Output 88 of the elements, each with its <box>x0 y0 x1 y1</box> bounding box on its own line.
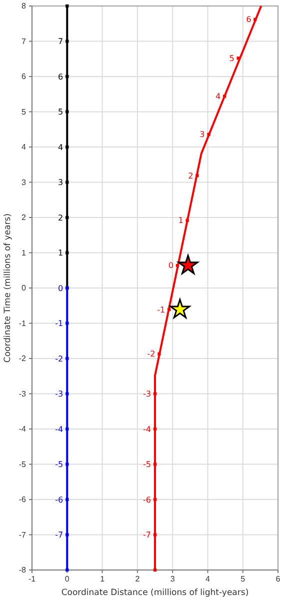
annotation: 2 <box>188 171 194 180</box>
point <box>66 427 69 431</box>
annotation: 5 <box>229 54 234 63</box>
y-tick-label: 3 <box>22 178 27 187</box>
annotation: 3 <box>58 178 64 188</box>
annotation: 6 <box>58 72 64 82</box>
y-tick-label: 4 <box>22 142 27 152</box>
point <box>167 308 171 312</box>
annotation: -6 <box>55 495 64 504</box>
point <box>153 568 157 572</box>
point <box>66 392 69 396</box>
y-axis-title: Coordinate Time (millions of years) <box>3 213 13 363</box>
y-tick-label: -5 <box>18 460 27 469</box>
point <box>153 427 157 431</box>
point <box>66 498 69 502</box>
annotation: 0 <box>168 261 174 270</box>
y-tick-label: -4 <box>18 424 27 434</box>
point <box>254 18 257 21</box>
point <box>66 4 69 8</box>
y-tick-label: -1 <box>18 318 27 328</box>
point <box>176 264 180 268</box>
x-tick-label: 1 <box>100 574 106 584</box>
point <box>66 356 69 360</box>
annotation: 7 <box>58 37 64 46</box>
annotation: 5 <box>58 108 64 117</box>
x-tick-label: 5 <box>240 574 246 584</box>
x-axis-title: Coordinate Distance (millions of light-years) <box>61 588 249 598</box>
point <box>153 498 157 502</box>
annotation: 2 <box>58 213 64 222</box>
y-tick-label: -2 <box>18 354 27 364</box>
annotation: -2 <box>147 350 156 359</box>
x-tick-label: 3 <box>170 574 176 584</box>
y-tick-label: 1 <box>22 248 27 258</box>
annotation: -5 <box>55 460 64 470</box>
point <box>66 180 69 184</box>
point <box>66 74 69 78</box>
line-series <box>154 5 262 571</box>
annotation: -7 <box>55 530 64 540</box>
annotation: -7 <box>143 530 151 540</box>
point <box>158 352 161 356</box>
annotation: -1 <box>157 305 166 314</box>
point <box>66 40 69 43</box>
y-tick-label: 5 <box>22 107 27 116</box>
annotation: -6 <box>143 495 151 504</box>
annotation: 3 <box>200 130 205 140</box>
annotation: -2 <box>55 354 64 364</box>
point <box>66 322 69 325</box>
point <box>236 56 240 60</box>
point <box>66 216 69 220</box>
point <box>153 533 157 536</box>
point <box>66 110 69 114</box>
point <box>66 462 69 466</box>
point <box>153 392 157 396</box>
annotation: -3 <box>55 390 64 399</box>
annotation: 4 <box>215 92 221 102</box>
point <box>207 132 210 136</box>
y-tick-label: 2 <box>22 213 27 222</box>
point <box>153 462 157 466</box>
x-tick-label: 4 <box>205 574 210 584</box>
point <box>223 94 226 98</box>
y-tick-label: 6 <box>22 72 27 82</box>
x-tick-label: 6 <box>276 574 281 584</box>
annotation: 6 <box>246 15 252 24</box>
annotation: -1 <box>55 319 64 328</box>
y-tick-label: 7 <box>22 36 27 46</box>
annotation: 1 <box>178 216 184 226</box>
point <box>186 218 189 222</box>
annotation: -3 <box>143 390 151 399</box>
y-tick-label: 0 <box>22 284 27 293</box>
x-tick-label: 2 <box>135 574 140 584</box>
y-tick-label: -7 <box>18 530 27 540</box>
x-tick-label: 0 <box>64 574 70 584</box>
annotation: -4 <box>55 424 64 434</box>
y-tick-label: -8 <box>18 566 27 575</box>
point <box>170 298 190 318</box>
annotation: -4 <box>143 424 151 434</box>
y-tick-label: 8 <box>22 2 27 11</box>
point <box>66 251 69 254</box>
x-tick-label: -1 <box>28 574 36 584</box>
point <box>196 174 199 178</box>
annotation: 1 <box>58 248 64 258</box>
annotation: 0 <box>58 284 64 293</box>
annotation: 4 <box>58 142 64 152</box>
point <box>66 533 69 536</box>
annotation: -5 <box>143 460 151 470</box>
y-tick-label: -6 <box>18 495 27 504</box>
y-tick-label: -3 <box>18 389 27 398</box>
point <box>66 145 69 149</box>
